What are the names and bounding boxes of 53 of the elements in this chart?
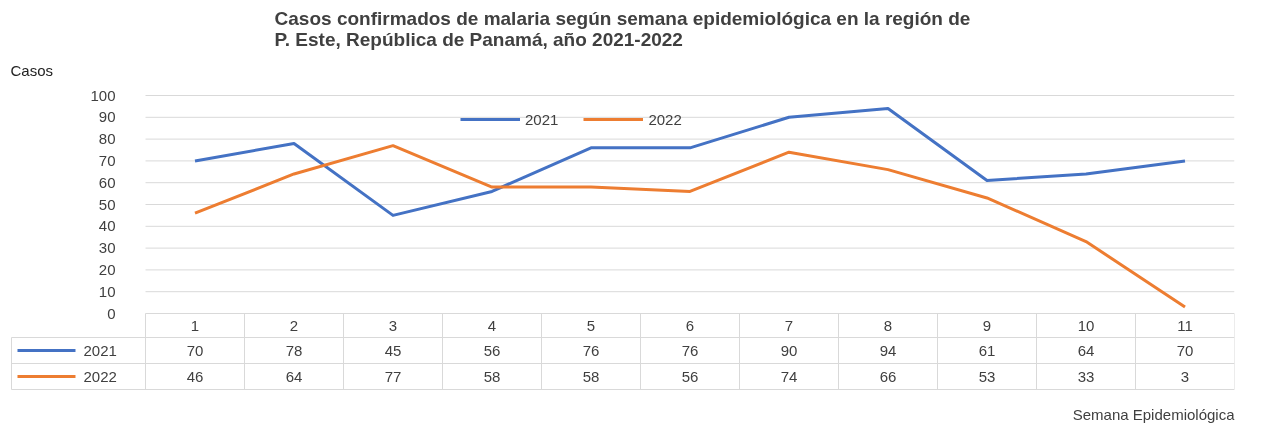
y-tick-label: 60 bbox=[98, 173, 116, 191]
y-tick-label: 10 bbox=[98, 282, 116, 300]
x-tick-label: 10 bbox=[1077, 316, 1095, 334]
legend-label: 2021 bbox=[525, 110, 559, 128]
line-series bbox=[193, 144, 1187, 309]
y-tick-label: 30 bbox=[98, 239, 116, 257]
data-label: 64 bbox=[1077, 341, 1095, 359]
data-label: 33 bbox=[1077, 367, 1095, 385]
text: 2021 bbox=[83, 341, 117, 359]
y-tick-label: 40 bbox=[98, 217, 116, 235]
y-tick-label: 50 bbox=[98, 195, 116, 213]
data-label: 64 bbox=[285, 367, 303, 385]
data-label: 45 bbox=[384, 341, 402, 359]
x-tick-label: 4 bbox=[487, 316, 497, 334]
x-tick-label: 1 bbox=[190, 316, 200, 334]
y-axis-title: Casos bbox=[10, 61, 54, 79]
data-label: 78 bbox=[285, 341, 303, 359]
x-tick-label: 9 bbox=[982, 316, 992, 334]
line-series bbox=[193, 107, 1187, 217]
y-tick-label: 20 bbox=[98, 260, 116, 278]
data-label: 76 bbox=[582, 341, 600, 359]
data-label: 46 bbox=[186, 367, 204, 385]
y-tick-label: 100 bbox=[90, 86, 116, 104]
data-label: 58 bbox=[483, 367, 501, 385]
data-label: 56 bbox=[483, 341, 501, 359]
chart-title: Casos confirmados de malaria según semana epidemiológica en la región de P. Este, República de Panamá, año 2021-2022 bbox=[274, 7, 971, 50]
x-tick-label: 6 bbox=[685, 316, 695, 334]
y-tick-label: 0 bbox=[107, 304, 116, 322]
data-label: 77 bbox=[384, 367, 402, 385]
x-tick-label: 11 bbox=[1177, 316, 1193, 334]
data-label: 94 bbox=[879, 341, 897, 359]
y-tick-label: 70 bbox=[98, 151, 116, 169]
data-label: 74 bbox=[780, 367, 798, 385]
x-axis-title: Semana Epidemiológica bbox=[1072, 405, 1236, 423]
y-tick-label: 90 bbox=[98, 108, 116, 126]
x-tick-label: 8 bbox=[883, 316, 893, 334]
data-label: 70 bbox=[186, 341, 204, 359]
data-label: 58 bbox=[582, 367, 600, 385]
x-tick-label: 2 bbox=[289, 316, 299, 334]
data-label: 53 bbox=[978, 367, 996, 385]
data-label: 56 bbox=[681, 367, 699, 385]
legend-label: 2022 bbox=[648, 110, 682, 128]
data-label: 61 bbox=[978, 341, 996, 359]
y-tick-label: 80 bbox=[98, 130, 116, 148]
x-tick-label: 7 bbox=[784, 316, 794, 334]
data-label: 3 bbox=[1180, 367, 1190, 385]
data-label: 66 bbox=[879, 367, 897, 385]
x-tick-label: 5 bbox=[586, 316, 596, 334]
data-label: 90 bbox=[780, 341, 798, 359]
data-label: 76 bbox=[681, 341, 699, 359]
text: 2022 bbox=[83, 367, 117, 385]
x-tick-label: 3 bbox=[388, 316, 398, 334]
data-label: 70 bbox=[1176, 341, 1194, 359]
